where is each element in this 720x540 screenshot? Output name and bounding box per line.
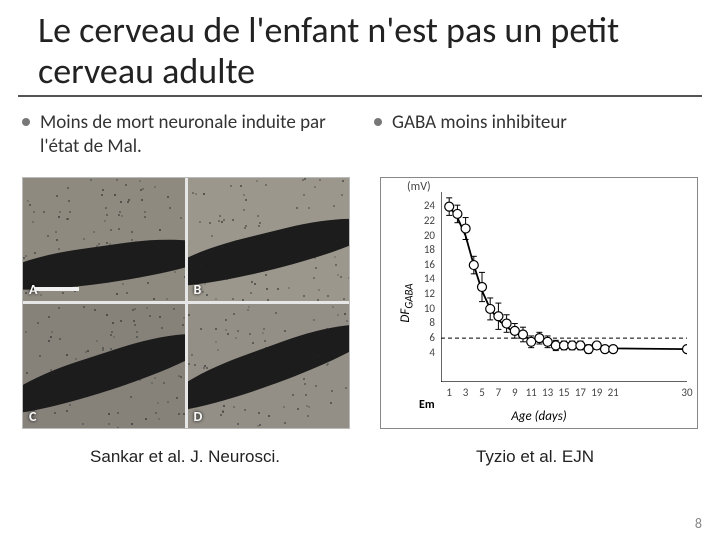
x-tick-label: 13	[540, 386, 556, 399]
y-tick-label: 4	[415, 346, 435, 359]
right-bullet-text: GABA moins inhibiteur	[392, 111, 567, 135]
caption-row: Sankar et al. J. Neurosci. Tyzio et al. …	[0, 429, 720, 467]
x-tick-label: 30	[679, 386, 695, 399]
y-tick-label: 24	[415, 199, 435, 212]
right-caption: Tyzio et al. EJN	[372, 447, 698, 467]
x-tick-label: 21	[605, 386, 621, 399]
y-tick-label: 22	[415, 214, 435, 227]
x-tick-label: 15	[556, 386, 572, 399]
x-tick-label: 1	[441, 386, 457, 399]
page-number: 8	[695, 515, 702, 532]
bullet-icon	[374, 118, 382, 126]
y-tick-label: 8	[415, 316, 435, 329]
bullet-icon	[22, 118, 30, 126]
right-bullet: GABA moins inhibiteur	[374, 111, 698, 167]
micrograph-panel: B	[188, 178, 350, 302]
left-column: Moins de mort neuronale induite par l'ét…	[22, 111, 350, 429]
y-tick-label: 12	[415, 287, 435, 300]
em-label: Em	[419, 398, 435, 412]
slide-title: Le cerveau de l'enfant n'est pas un peti…	[18, 0, 702, 97]
micrograph-panel: A	[23, 178, 185, 302]
y-tick-label: 20	[415, 229, 435, 242]
panel-label: D	[194, 408, 203, 425]
chart-container: (mV) DFGABA Age (days) 46810121416182022…	[380, 177, 698, 429]
panel-label: B	[194, 281, 202, 298]
y-unit-label: (mV)	[407, 180, 431, 194]
x-tick-label: 19	[589, 386, 605, 399]
x-tick-label: 7	[490, 386, 506, 399]
x-tick-label: 5	[474, 386, 490, 399]
micrograph-panel: D	[188, 304, 350, 428]
chart-svg	[441, 192, 687, 382]
plot-area: 46810121416182022241357911131517192130Em	[441, 192, 687, 382]
scalebar	[35, 287, 79, 291]
y-axis-title: DFGABA	[398, 283, 416, 322]
micrograph-panel: C	[23, 304, 185, 428]
content-columns: Moins de mort neuronale induite par l'ét…	[0, 111, 720, 429]
x-tick-label: 11	[523, 386, 539, 399]
left-caption: Sankar et al. J. Neurosci.	[22, 447, 348, 467]
y-tick-label: 10	[415, 302, 435, 315]
y-tick-label: 16	[415, 258, 435, 271]
panel-label: C	[29, 408, 36, 425]
micrograph-grid: AB C D	[22, 177, 350, 429]
left-bullet-text: Moins de mort neuronale induite par l'ét…	[40, 111, 350, 159]
y-tick-label: 14	[415, 272, 435, 285]
left-bullet: Moins de mort neuronale induite par l'ét…	[22, 111, 350, 167]
x-tick-label: 3	[458, 386, 474, 399]
x-axis-title: Age (days)	[511, 409, 566, 424]
right-column: GABA moins inhibiteur (mV) DFGABA Age (d…	[374, 111, 698, 429]
x-tick-label: 9	[507, 386, 523, 399]
y-tick-label: 6	[415, 331, 435, 344]
x-tick-label: 17	[572, 386, 588, 399]
y-tick-label: 18	[415, 243, 435, 256]
